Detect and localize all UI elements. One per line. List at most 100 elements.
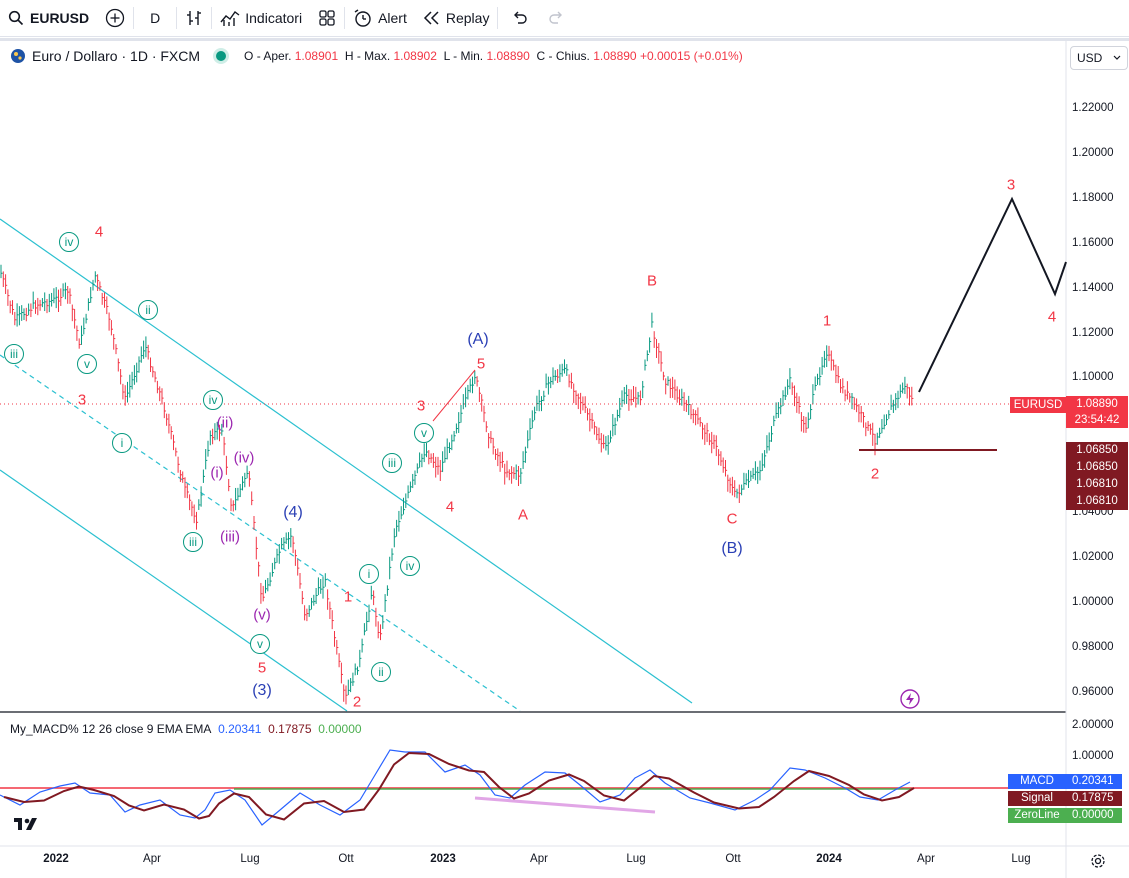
lightning-icon	[900, 689, 920, 709]
plus-circle-icon	[105, 8, 125, 28]
macd-tag-value: 0.20341	[1066, 774, 1122, 789]
time-tick: Ott	[725, 853, 741, 865]
price-tick: 1.16000	[1072, 236, 1114, 249]
grid-icon	[319, 10, 335, 26]
chart-type-button[interactable]	[177, 0, 211, 37]
wave-label: (B)	[721, 540, 743, 557]
legend-title: Euro / Dollaro · 1D · FXCM	[32, 48, 201, 64]
wave-label: 2	[352, 693, 362, 711]
divergence-line	[474, 796, 656, 814]
wave-label: C	[726, 510, 738, 528]
rewind-icon	[423, 11, 439, 25]
chevron-down-icon	[1113, 55, 1121, 60]
wave-label: 4	[445, 498, 455, 516]
price-tick: 1.14000	[1072, 281, 1114, 294]
time-tick: Lug	[626, 853, 646, 865]
macd-tag-value: 0.17875	[1066, 791, 1122, 806]
alarm-clock-icon	[354, 9, 371, 27]
wave-label: v	[77, 354, 97, 374]
candlestick-series	[0, 264, 914, 705]
macd-legend-v3: 0.00000	[318, 722, 362, 736]
level-price-tag: 1.06850	[1066, 459, 1128, 476]
price-tick: 0.96000	[1072, 685, 1114, 698]
wave-label: (4)	[283, 504, 303, 521]
indicators-button[interactable]: Indicatori	[212, 0, 310, 37]
price-tick: 1.12000	[1072, 326, 1114, 339]
wave-label: (i)	[210, 464, 224, 482]
macd-tag: ZeroLine 0.00000	[1008, 808, 1122, 823]
wave-label: 4	[1047, 308, 1057, 326]
last-symbol-tag: EURUSD	[1010, 397, 1066, 413]
time-tick: Apr	[530, 853, 548, 865]
price-tick: 1.18000	[1072, 191, 1114, 204]
wave-label: iii	[183, 532, 203, 552]
interval-label: D	[150, 10, 161, 26]
price-tick: 1.22000	[1072, 102, 1114, 114]
last-price-value: 1.08890	[1076, 398, 1118, 410]
wave-label: 3	[416, 397, 426, 415]
alert-button[interactable]: Alert	[345, 0, 415, 37]
macd-tick-1: 1.00000	[1072, 750, 1114, 762]
bars-icon	[187, 11, 202, 25]
chart-legend: Euro / Dollaro · 1D · FXCM O - Aper. 1.0…	[10, 48, 743, 64]
redo-icon	[549, 11, 563, 24]
toolbar-divider	[133, 7, 135, 29]
toolbar-divider	[497, 7, 499, 29]
wave-label: (ii)	[216, 414, 234, 432]
macd-tag-value: 0.00000	[1066, 808, 1122, 823]
wave-label: A	[517, 506, 529, 524]
wave-label: 5	[257, 659, 267, 677]
macd-legend: My_MACD% 12 26 close 9 EMA EMA 0.20341 0…	[10, 722, 362, 736]
time-tick: Apr	[143, 853, 161, 865]
macd-legend-v1: 0.20341	[218, 722, 262, 736]
time-tick: Lug	[1011, 853, 1031, 865]
wave-label: iii	[382, 453, 402, 473]
replay-label: Replay	[445, 10, 490, 26]
layouts-button[interactable]	[310, 0, 344, 37]
price-tick: 1.02000	[1072, 551, 1114, 563]
wave-label: iii	[4, 344, 24, 364]
redo-button[interactable]	[540, 0, 574, 37]
symbol-search[interactable]: EURUSD	[0, 0, 97, 37]
symbol-name: EURUSD	[30, 10, 90, 26]
tradingview-logo	[14, 818, 37, 830]
projection-path	[918, 196, 1067, 393]
wave-label: iv	[59, 232, 79, 252]
wave-label: (v)	[253, 606, 271, 624]
wave-label: 3	[1006, 176, 1016, 194]
compare-button[interactable]	[97, 0, 133, 37]
globe-icon	[11, 49, 25, 63]
wave-label: ii	[138, 300, 158, 320]
time-tick: Apr	[917, 853, 935, 865]
search-icon	[8, 10, 24, 26]
alert-label: Alert	[378, 10, 407, 26]
price-chart[interactable]	[0, 38, 1129, 878]
level-price-tag: 1.06810	[1066, 476, 1128, 493]
countdown-timer: 23:54:42	[1074, 414, 1120, 426]
wave-label: (3)	[252, 682, 272, 699]
wave-label: 4	[94, 223, 104, 241]
price-tick: 1.20000	[1072, 146, 1114, 159]
legend-ohlc: O - Aper. 1.08901 H - Max. 1.08902 L - M…	[244, 49, 743, 63]
time-tick: 2024	[816, 853, 842, 865]
level-price-tag: 1.06850	[1066, 442, 1128, 459]
wave-label: B	[646, 272, 658, 290]
wave-label: 3	[77, 391, 87, 409]
currency-select[interactable]: USD	[1070, 46, 1128, 70]
toolbar-divider	[211, 7, 213, 29]
interval-button[interactable]: D	[134, 0, 176, 37]
macd-legend-name: My_MACD% 12 26 close 9 EMA EMA	[10, 722, 212, 736]
settings-button[interactable]	[1090, 853, 1106, 874]
wave-label: (A)	[467, 331, 489, 348]
macd-tag: Signal 0.17875	[1008, 791, 1122, 806]
undo-button[interactable]	[498, 0, 540, 37]
level-price-tag: 1.06810	[1066, 493, 1128, 510]
macd-tag-label: MACD	[1008, 774, 1066, 789]
wave-label: ii	[371, 662, 391, 682]
wave-label: 5	[476, 355, 486, 373]
wave-label: (iv)	[233, 449, 255, 467]
toolbar-divider	[344, 7, 346, 29]
wave-label: iv	[400, 556, 420, 576]
replay-button[interactable]: Replay	[415, 0, 498, 37]
time-tick: Ott	[338, 853, 354, 865]
